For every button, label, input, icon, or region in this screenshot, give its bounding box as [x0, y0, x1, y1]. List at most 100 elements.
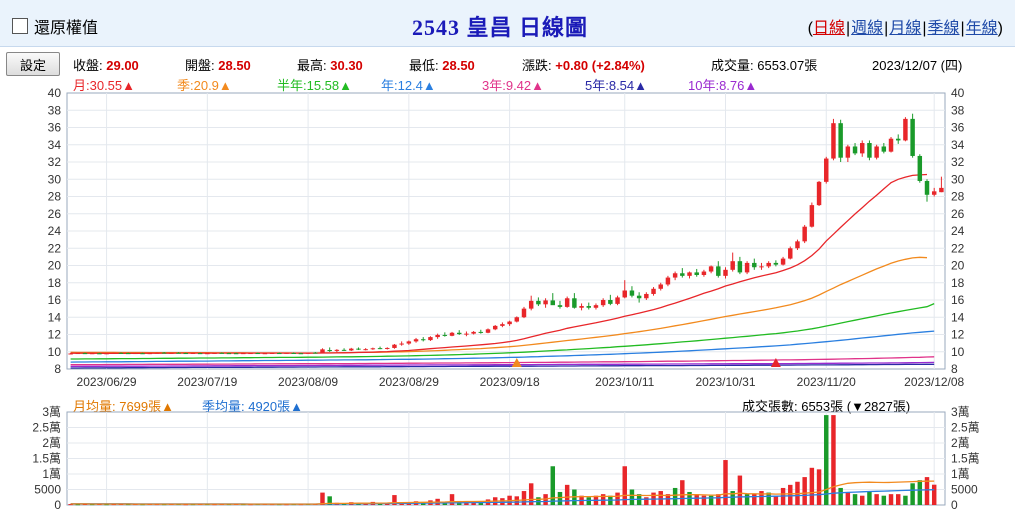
volume-bar	[291, 504, 296, 506]
volume-bar	[744, 494, 750, 505]
volume-bar	[557, 491, 563, 505]
candle	[327, 347, 332, 352]
volume-bar	[802, 477, 807, 505]
price-y-tick-left: 18	[48, 276, 62, 290]
candle-body	[672, 273, 678, 278]
open-label: 開盤:	[185, 58, 215, 73]
candle	[622, 280, 627, 299]
price-y-tick-left: 10	[48, 345, 62, 359]
candle	[291, 352, 296, 354]
volume-bar	[118, 503, 124, 505]
candle	[852, 143, 858, 156]
candle	[723, 267, 728, 279]
ma-half-year-label: 半年:15.58▲	[277, 78, 353, 93]
candle-body	[759, 266, 764, 268]
candle-body	[485, 329, 491, 333]
candle-body	[730, 261, 735, 270]
candle-body	[586, 306, 591, 308]
settings-button[interactable]: 設定	[6, 52, 60, 76]
volume-bar	[888, 494, 894, 505]
volume-bar	[363, 503, 368, 505]
candle-body	[636, 295, 642, 299]
candle-body	[327, 350, 332, 352]
tab-daily[interactable]: 日線	[812, 20, 845, 37]
candle	[241, 352, 246, 355]
candle-body	[708, 266, 714, 272]
x-tick-label: 2023/06/29	[77, 375, 137, 389]
candle	[492, 325, 498, 331]
candle	[608, 294, 613, 306]
restore-rights-checkbox[interactable]	[12, 18, 28, 34]
candle	[97, 352, 102, 355]
volume-bar	[780, 487, 786, 505]
candle	[903, 117, 908, 142]
candle-body	[262, 353, 268, 355]
price-y-tick-right: 32	[951, 155, 965, 169]
candle	[349, 347, 354, 352]
candle	[377, 346, 383, 350]
candle	[759, 262, 764, 270]
price-y-tick-right: 26	[951, 207, 965, 221]
volume-bar	[572, 489, 577, 505]
candle-body	[183, 353, 188, 355]
candle-body	[608, 300, 613, 304]
candle-body	[212, 352, 217, 354]
candle	[413, 337, 419, 343]
tab-yearly[interactable]: 年線	[965, 20, 998, 37]
candle-body	[845, 146, 851, 158]
candle	[773, 260, 779, 267]
restore-rights-toggle[interactable]: 還原權值	[12, 14, 98, 38]
candle	[190, 352, 196, 354]
price-y-tick-left: 8	[54, 362, 61, 376]
candle-body	[385, 347, 390, 349]
candle-body	[766, 262, 771, 267]
candle-body	[860, 143, 865, 154]
tab-monthly[interactable]: 月線	[889, 20, 922, 37]
volume-bar	[327, 496, 332, 505]
ma-10y-label: 10年:8.76▲	[688, 78, 758, 93]
candle-body	[305, 352, 311, 354]
volume-bar	[701, 495, 707, 505]
volume-bar	[629, 489, 635, 505]
volume-y-tick-right: 2萬	[951, 436, 970, 450]
candle-body	[910, 118, 915, 156]
candle-body	[104, 353, 109, 355]
candle	[651, 287, 656, 296]
candle	[111, 352, 117, 354]
volume-y-tick-right: 1萬	[951, 467, 970, 481]
candle-body	[572, 298, 577, 308]
candle-body	[752, 262, 757, 268]
candle-body	[824, 158, 829, 182]
candle-body	[298, 353, 304, 355]
candle	[356, 347, 361, 351]
candle	[931, 187, 937, 197]
volume-bar	[694, 494, 699, 505]
candle-body	[471, 331, 476, 334]
tab-weekly[interactable]: 週線	[851, 20, 884, 37]
tab-quarterly[interactable]: 季線	[927, 20, 960, 37]
candle-body	[802, 226, 807, 242]
candle-body	[600, 300, 606, 306]
volume-bar	[356, 503, 361, 505]
volume-bar	[406, 502, 412, 505]
candle-body	[97, 353, 102, 355]
candle-body	[291, 352, 296, 354]
candle	[161, 352, 167, 354]
price-y-tick-left: 26	[48, 207, 62, 221]
volume-quarter-avg-line	[70, 489, 935, 505]
candle-body	[428, 337, 433, 341]
volume-bar	[536, 497, 541, 505]
candle-body	[356, 348, 361, 350]
price-y-tick-right: 38	[951, 103, 965, 117]
volume-bar	[377, 503, 383, 505]
candle-body	[924, 180, 930, 195]
candle-body	[651, 288, 656, 294]
candle	[802, 224, 807, 244]
candle-body	[737, 261, 743, 273]
candle-body	[133, 353, 138, 355]
candle	[500, 322, 505, 328]
volume-bar	[752, 494, 757, 505]
volume-bar	[190, 504, 196, 506]
candle-body	[622, 290, 627, 298]
volume-bar	[910, 483, 915, 505]
